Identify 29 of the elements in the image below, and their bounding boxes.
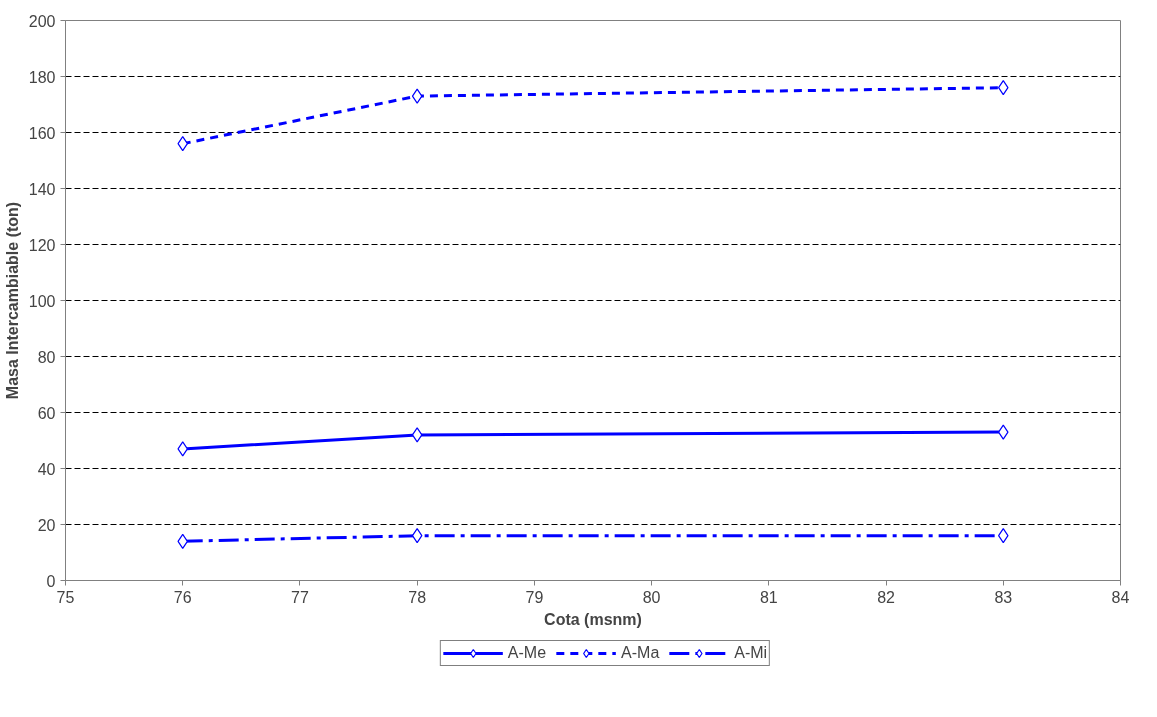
legend-label: A-Mi xyxy=(734,643,768,662)
x-tick-label: 81 xyxy=(759,588,778,606)
x-tick-label: 84 xyxy=(1111,588,1130,606)
y-tick-label: 80 xyxy=(37,348,56,366)
x-tick-label: 79 xyxy=(525,588,544,606)
y-tick-label: 40 xyxy=(37,460,56,478)
y-tick-label: 120 xyxy=(28,236,56,254)
legend-label: A-Ma xyxy=(621,643,660,662)
x-tick-label: 76 xyxy=(173,588,192,606)
y-tick-label: 140 xyxy=(28,180,56,198)
y-tick-label: 180 xyxy=(28,68,56,86)
x-tick-label: 83 xyxy=(994,588,1013,606)
x-tick-label: 77 xyxy=(291,588,309,606)
x-tick-label: 80 xyxy=(642,588,661,606)
point xyxy=(411,427,423,443)
x-tick-label: 82 xyxy=(877,588,896,606)
x-tick-label: 75 xyxy=(56,588,75,606)
y-tick-label: 60 xyxy=(37,404,56,422)
x-axis-title: Cota (msnm) xyxy=(544,610,642,628)
y-tick-label: 100 xyxy=(28,292,56,310)
legend-label: A-Me xyxy=(507,643,547,662)
point xyxy=(411,528,423,544)
y-tick-label: 200 xyxy=(28,12,56,30)
point xyxy=(411,88,423,104)
y-tick-label: 20 xyxy=(37,516,56,534)
y-tick-label: 160 xyxy=(28,124,56,142)
y-tick-label: 0 xyxy=(46,572,56,590)
x-tick-label: 78 xyxy=(408,588,427,606)
y-axis-title: Masa Intercambiable (ton) xyxy=(3,201,21,400)
